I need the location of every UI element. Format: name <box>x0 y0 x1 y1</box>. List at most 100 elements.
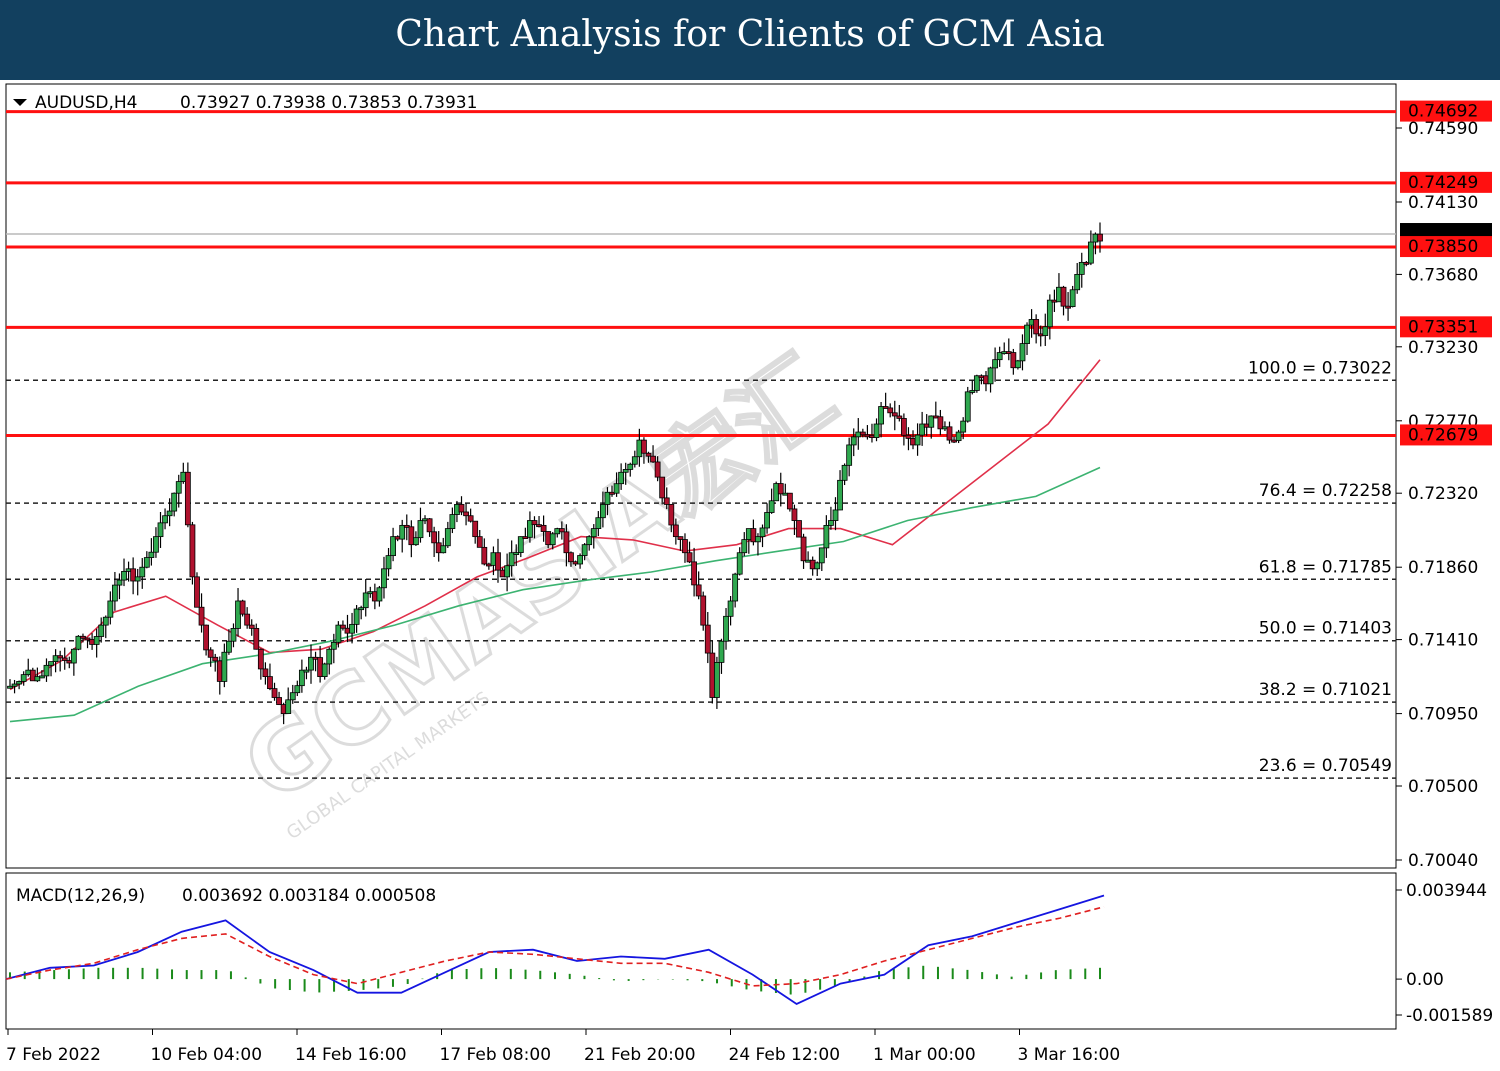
candle-body <box>837 479 843 511</box>
candle-body <box>70 648 77 664</box>
candle-body <box>841 464 848 481</box>
candle-body <box>891 412 898 417</box>
candle-body <box>184 471 191 526</box>
candle-body <box>882 406 889 409</box>
candle-body <box>668 504 675 526</box>
candle-body <box>513 552 520 555</box>
candle-body <box>955 431 962 442</box>
y-tick-label: 0.71860 <box>1408 558 1478 578</box>
candle-body <box>308 656 314 671</box>
symbol-dropdown-icon[interactable] <box>13 99 27 106</box>
candle-body <box>568 552 574 563</box>
candle-body <box>741 539 748 554</box>
candle-body <box>631 456 638 465</box>
candle-body <box>153 536 159 553</box>
candle-body <box>723 615 729 642</box>
candle-body <box>850 436 857 446</box>
candle-body <box>914 434 921 446</box>
watermark: GCMASIA宏汇 GLOBAL CAPITAL MARKETS <box>222 335 855 844</box>
candle-body <box>828 520 834 526</box>
candle-body <box>412 537 419 546</box>
candle-body <box>768 500 775 513</box>
candle-body <box>203 624 210 651</box>
candle-body <box>1033 319 1040 335</box>
candle-body <box>476 536 483 548</box>
x-tick-label: 7 Feb 2022 <box>6 1045 101 1065</box>
candle-body <box>973 375 980 391</box>
candle-body <box>832 509 839 521</box>
candle-body <box>57 655 64 659</box>
y-tick-label: 0.73680 <box>1408 265 1478 285</box>
x-tick-label: 1 Mar 00:00 <box>873 1045 976 1065</box>
candle-body <box>171 492 178 512</box>
candle-body <box>1074 273 1081 291</box>
candle-body <box>1019 343 1026 362</box>
candle-body <box>52 655 59 663</box>
candle-body <box>1065 305 1071 309</box>
moving-average-fast <box>9 359 1101 691</box>
candle-body <box>859 431 866 436</box>
candle-body <box>672 524 679 538</box>
candle-body <box>504 565 511 578</box>
level-price-tag <box>1400 171 1492 193</box>
moving-average-slow <box>9 466 1101 723</box>
candle-body <box>226 640 232 653</box>
x-tick-label: 10 Feb 04:00 <box>151 1045 263 1065</box>
candle-body <box>267 676 273 690</box>
candle-body <box>321 663 328 677</box>
level-price-label: 0.73351 <box>1408 317 1478 337</box>
candle-body <box>440 545 447 554</box>
candle-body <box>1060 286 1067 307</box>
candle-body <box>896 415 903 419</box>
candle-body <box>791 508 798 521</box>
candle-body <box>134 576 141 582</box>
candle-body <box>253 627 260 650</box>
candle-body <box>207 649 214 658</box>
candle-body <box>682 539 688 554</box>
candle-body <box>399 524 406 540</box>
candle-body <box>107 600 114 618</box>
candle-body <box>7 685 13 689</box>
candle-body <box>727 600 734 617</box>
candle-body <box>162 515 168 524</box>
y-tick-label: 0.70500 <box>1408 777 1478 797</box>
candle-body <box>362 592 369 609</box>
candle-body <box>349 623 355 634</box>
candle-body <box>659 476 666 499</box>
candle-body <box>285 699 292 715</box>
candle-body <box>189 524 196 578</box>
fibonacci-label: 50.0 = 0.71403 <box>1259 619 1392 639</box>
candle-body <box>527 520 533 538</box>
candle-body <box>235 600 241 629</box>
y-tick-label: 0.70040 <box>1408 851 1478 871</box>
candle-body <box>650 455 656 463</box>
candle-body <box>29 669 36 682</box>
y-tick-label: 0.72320 <box>1408 484 1478 504</box>
candle-body <box>16 681 23 685</box>
candle-body <box>390 536 396 557</box>
candle-body <box>586 536 593 546</box>
candle-body <box>736 552 743 575</box>
chart-canvas: GCMASIA宏汇 GLOBAL CAPITAL MARKETS 100.0 =… <box>5 83 1493 1065</box>
candle-body <box>417 520 424 539</box>
page-title: Chart Analysis for Clients of GCM Asia <box>395 14 1105 55</box>
moving-averages-layer <box>9 359 1101 723</box>
candle-body <box>960 420 967 433</box>
candle-body <box>695 584 702 597</box>
level-price-tag <box>1400 424 1492 446</box>
candle-body <box>577 555 583 565</box>
candle-body <box>905 434 912 439</box>
y-tick-label: 0.73230 <box>1408 338 1478 358</box>
candle-body <box>212 656 219 662</box>
candle-body <box>244 613 251 626</box>
candle-body <box>686 552 693 563</box>
candle-body <box>691 561 698 586</box>
level-price-label: 0.72679 <box>1408 425 1478 445</box>
candle-body <box>139 566 146 578</box>
candle-body <box>969 390 976 393</box>
candle-body <box>326 648 333 665</box>
candle-body <box>257 648 264 670</box>
candle-body <box>641 439 647 454</box>
candle-body <box>130 568 137 582</box>
candle-body <box>755 536 761 543</box>
